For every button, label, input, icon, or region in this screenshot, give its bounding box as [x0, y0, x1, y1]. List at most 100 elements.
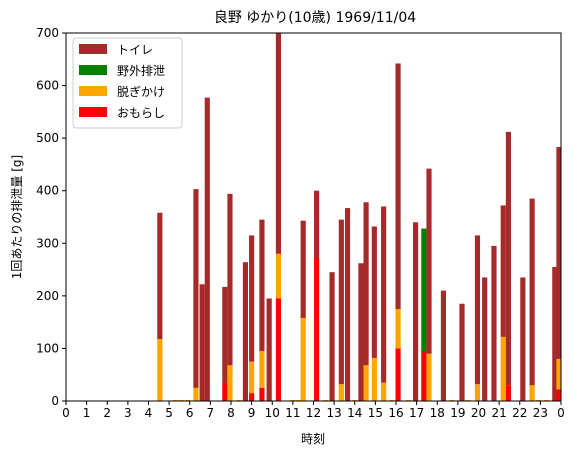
bar-toilet — [556, 147, 562, 359]
bar-toilet — [440, 290, 447, 401]
bar-half — [157, 338, 163, 401]
bar-half — [474, 384, 481, 401]
baseline-mark — [172, 399, 178, 401]
x-tick-label: 18 — [430, 406, 445, 420]
bar-toilet — [242, 262, 249, 401]
bar-leak — [556, 389, 562, 401]
x-tick-label: 6 — [186, 406, 194, 420]
x-tick-label: 16 — [388, 406, 403, 420]
bar-toilet — [300, 220, 306, 318]
y-axis-label: 1回あたりの排泄量 [g] — [10, 155, 24, 279]
x-tick-label: 8 — [227, 406, 235, 420]
baseline-mark — [389, 399, 395, 401]
x-tick-label: 23 — [533, 406, 548, 420]
bar-toilet — [413, 222, 419, 401]
y-tick-label: 600 — [36, 79, 59, 93]
bar-toilet — [204, 97, 210, 402]
bar-leak — [395, 348, 401, 401]
y-axis: 0 100 200 300 400 500 600 700 — [36, 26, 66, 408]
x-tick-label: 9 — [248, 406, 256, 420]
bar-half — [371, 357, 377, 401]
x-tick-label: 17 — [409, 406, 424, 420]
bar-toilet — [259, 219, 265, 352]
bar-toilet — [552, 266, 558, 401]
bar-toilet — [222, 286, 228, 383]
baseline-mark — [352, 399, 358, 401]
bar-leak — [314, 258, 320, 401]
baseline-mark — [405, 399, 411, 401]
baseline-mark — [185, 399, 191, 401]
bar-leak — [421, 351, 427, 401]
bar-outdoor — [421, 228, 427, 352]
bar-leak — [275, 298, 282, 401]
x-tick-label: 13 — [326, 406, 341, 420]
y-tick-label: 500 — [36, 131, 59, 145]
bar-leak — [222, 382, 228, 401]
bar-toilet — [338, 219, 344, 385]
bar-half — [395, 309, 401, 349]
bar-half — [300, 317, 306, 401]
x-tick-label: 12 — [306, 406, 321, 420]
x-tick-label: 5 — [165, 406, 173, 420]
baseline-mark — [290, 399, 296, 401]
bar-half — [275, 253, 282, 299]
baseline-mark — [296, 399, 302, 401]
x-tick-label: 4 — [145, 406, 153, 420]
bar-toilet — [266, 298, 272, 401]
x-tick-label: 1 — [83, 406, 91, 420]
bar-toilet — [491, 245, 497, 401]
x-tick-label: 10 — [265, 406, 280, 420]
bar-toilet — [199, 284, 205, 401]
bar-toilet — [371, 226, 377, 358]
bar-leak — [505, 385, 511, 401]
bar-leak — [259, 387, 265, 401]
x-tick-label: 0 — [557, 406, 565, 420]
baseline-mark — [535, 399, 541, 401]
x-tick-label: 0 — [62, 406, 70, 420]
bar-toilet — [500, 205, 506, 337]
bar-toilet — [157, 212, 163, 339]
legend-swatch — [79, 44, 107, 54]
y-tick-label: 0 — [51, 394, 59, 408]
bar-toilet — [395, 63, 401, 310]
bar-half — [529, 385, 535, 401]
bar-toilet — [329, 272, 335, 401]
bar-half — [227, 365, 233, 401]
bar-half — [500, 336, 506, 401]
x-axis: 0 1 2 3 4 5 6 7 8 9 10 11 12 13 14 15 16 17 18 19 20 21 22 23 0 — [62, 401, 565, 420]
legend-swatch — [79, 86, 107, 96]
bar-toilet — [520, 277, 526, 401]
bar-toilet — [363, 202, 369, 366]
legend-label: トイレ — [117, 43, 153, 57]
y-tick-label: 700 — [36, 26, 59, 40]
baseline-mark — [323, 399, 329, 401]
baseline-mark — [543, 399, 550, 401]
x-tick-label: 11 — [285, 406, 300, 420]
bar-half — [363, 365, 369, 401]
y-tick-label: 400 — [36, 184, 59, 198]
legend-label: おもらし — [117, 106, 165, 120]
y-tick-label: 300 — [36, 236, 59, 250]
legend-box — [72, 37, 183, 129]
bar-toilet — [482, 277, 488, 401]
bar-toilet — [227, 193, 233, 366]
baseline-mark — [449, 399, 455, 401]
bar-toilet — [459, 303, 465, 401]
bar-toilet — [249, 235, 255, 362]
x-tick-label: 3 — [124, 406, 132, 420]
x-tick-label: 22 — [512, 406, 527, 420]
x-axis-label: 時刻 — [301, 432, 325, 446]
x-tick-label: 21 — [491, 406, 506, 420]
bar-toilet — [344, 208, 351, 401]
x-tick-label: 19 — [450, 406, 465, 420]
x-tick-label: 15 — [368, 406, 383, 420]
y-tick-label: 100 — [36, 341, 59, 355]
bar-half — [426, 353, 432, 401]
bar-half — [193, 387, 199, 401]
bar-half — [249, 361, 255, 394]
legend-label: 野外排泄 — [117, 64, 165, 78]
bar-toilet — [193, 189, 199, 388]
x-tick-label: 14 — [347, 406, 362, 420]
